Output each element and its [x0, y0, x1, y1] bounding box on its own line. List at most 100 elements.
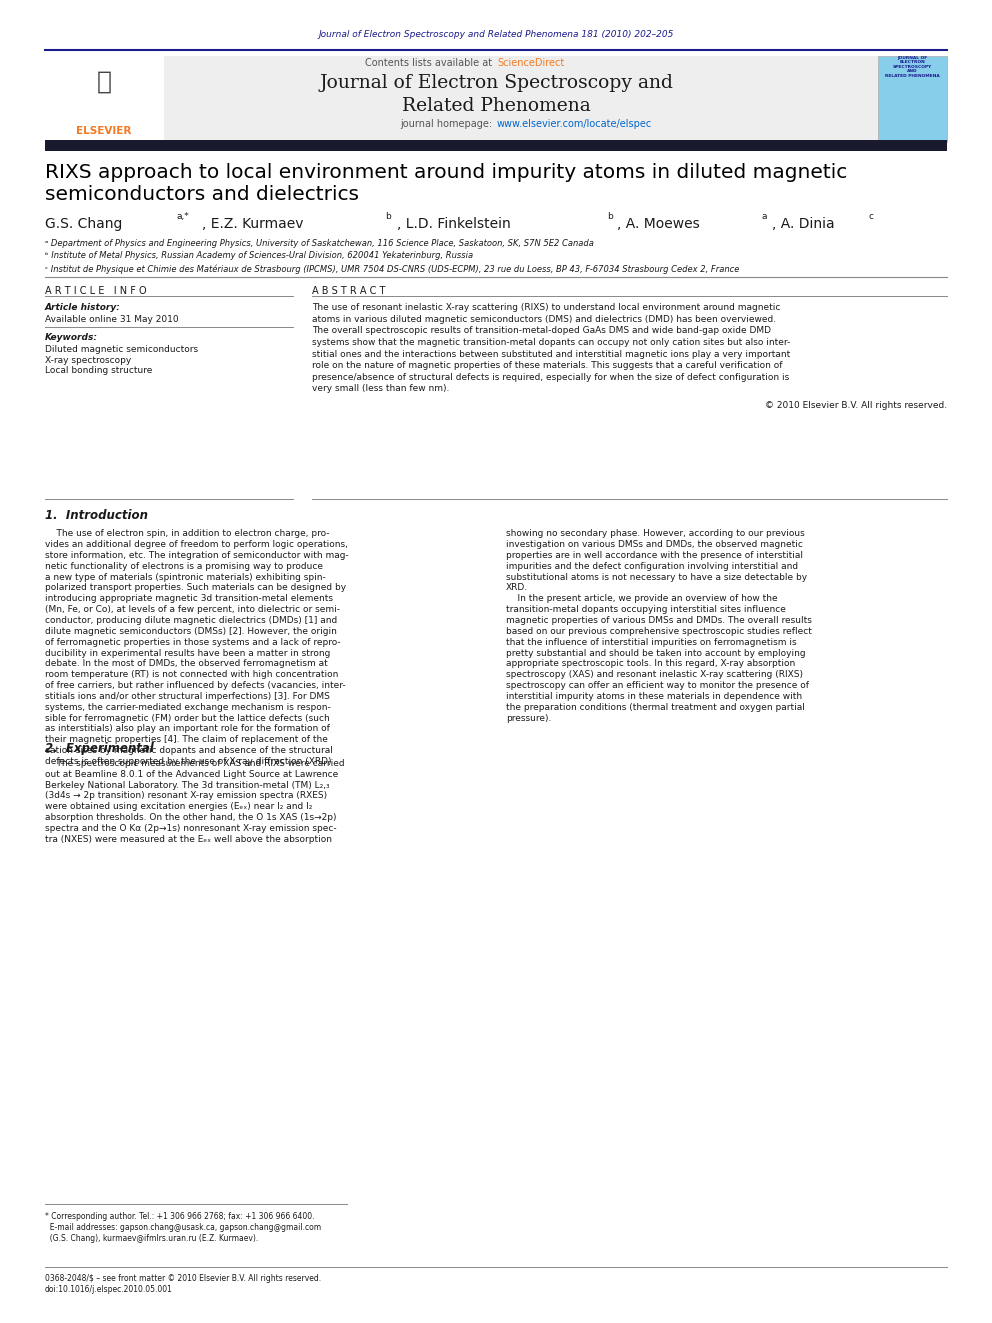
Text: ᵃ Department of Physics and Engineering Physics, University of Saskatchewan, 116: ᵃ Department of Physics and Engineering …	[45, 239, 593, 249]
Text: G.S. Chang: G.S. Chang	[45, 217, 122, 232]
Text: Article history:: Article history:	[45, 303, 120, 312]
Text: 🌳: 🌳	[96, 70, 112, 94]
Text: debate. In the most of DMDs, the observed ferromagnetism at: debate. In the most of DMDs, the observe…	[45, 659, 327, 668]
Text: , E.Z. Kurmaev: , E.Z. Kurmaev	[202, 217, 304, 232]
Text: pretty substantial and should be taken into account by employing: pretty substantial and should be taken i…	[506, 648, 806, 658]
Text: their magnetic properties [4]. The claim of replacement of the: their magnetic properties [4]. The claim…	[45, 736, 327, 745]
FancyBboxPatch shape	[45, 56, 164, 142]
Text: journal homepage:: journal homepage:	[400, 119, 495, 130]
Text: 0368-2048/$ – see front matter © 2010 Elsevier B.V. All rights reserved.: 0368-2048/$ – see front matter © 2010 El…	[45, 1274, 320, 1283]
Text: doi:10.1016/j.elspec.2010.05.001: doi:10.1016/j.elspec.2010.05.001	[45, 1285, 173, 1294]
Text: 2.  Experimental: 2. Experimental	[45, 742, 154, 754]
Text: The use of electron spin, in addition to electron charge, pro-: The use of electron spin, in addition to…	[45, 529, 329, 538]
Text: The use of resonant inelastic X-ray scattering (RIXS) to understand local enviro: The use of resonant inelastic X-ray scat…	[312, 303, 781, 312]
Text: systems show that the magnetic transition-metal dopants can occupy not only cati: systems show that the magnetic transitio…	[312, 337, 791, 347]
FancyBboxPatch shape	[878, 56, 947, 142]
Text: were obtained using excitation energies (Eₑₓ⁣) near I₂ and I₂: were obtained using excitation energies …	[45, 802, 312, 811]
Text: Related Phenomena: Related Phenomena	[402, 97, 590, 115]
Text: store information, etc. The integration of semiconductor with mag-: store information, etc. The integration …	[45, 550, 348, 560]
Text: Available online 31 May 2010: Available online 31 May 2010	[45, 315, 179, 324]
Text: systems, the carrier-mediated exchange mechanism is respon-: systems, the carrier-mediated exchange m…	[45, 703, 330, 712]
Text: out at Beamline 8.0.1 of the Advanced Light Source at Lawrence: out at Beamline 8.0.1 of the Advanced Li…	[45, 770, 338, 779]
Text: stitial ones and the interactions between substituted and interstitial magnetic : stitial ones and the interactions betwee…	[312, 349, 791, 359]
Text: , L.D. Finkelstein: , L.D. Finkelstein	[397, 217, 511, 232]
Text: (G.S. Chang), kurmaev@ifmlrs.uran.ru (E.Z. Kurmaev).: (G.S. Chang), kurmaev@ifmlrs.uran.ru (E.…	[45, 1233, 258, 1242]
Text: tra (NXES) were measured at the Eₑₓ⁣ well above the absorption: tra (NXES) were measured at the Eₑₓ⁣ wel…	[45, 835, 331, 844]
Text: The overall spectroscopic results of transition-metal-doped GaAs DMS and wide ba: The overall spectroscopic results of tra…	[312, 327, 772, 335]
Text: polarized transport properties. Such materials can be designed by: polarized transport properties. Such mat…	[45, 583, 346, 593]
Text: spectra and the O Kα (2p→1s) nonresonant X-ray emission spec-: spectra and the O Kα (2p→1s) nonresonant…	[45, 824, 336, 833]
Text: pressure).: pressure).	[506, 713, 552, 722]
Text: conductor, producing dilute magnetic dielectrics (DMDs) [1] and: conductor, producing dilute magnetic die…	[45, 617, 337, 624]
Text: impurities and the defect configuration involving interstitial and: impurities and the defect configuration …	[506, 562, 798, 570]
Text: 1.  Introduction: 1. Introduction	[45, 509, 148, 523]
Text: very small (less than few nm).: very small (less than few nm).	[312, 385, 449, 393]
Text: www.elsevier.com/locate/elspec: www.elsevier.com/locate/elspec	[497, 119, 653, 130]
Text: atoms in various diluted magnetic semiconductors (DMS) and dielectrics (DMD) has: atoms in various diluted magnetic semico…	[312, 315, 777, 324]
Text: c: c	[869, 212, 874, 221]
Text: ᶜ Institut de Physique et Chimie des Matériaux de Strasbourg (IPCMS), UMR 7504 D: ᶜ Institut de Physique et Chimie des Mat…	[45, 265, 739, 274]
Text: © 2010 Elsevier B.V. All rights reserved.: © 2010 Elsevier B.V. All rights reserved…	[765, 401, 947, 410]
Text: ᵇ Institute of Metal Physics, Russian Academy of Sciences-Ural Division, 620041 : ᵇ Institute of Metal Physics, Russian Ac…	[45, 251, 473, 261]
Text: spectroscopy can offer an efficient way to monitor the presence of: spectroscopy can offer an efficient way …	[506, 681, 808, 691]
Text: ScienceDirect: ScienceDirect	[497, 58, 564, 69]
Text: , A. Moewes: , A. Moewes	[617, 217, 699, 232]
Text: b: b	[607, 212, 613, 221]
Text: E-mail addresses: gapson.chang@usask.ca, gapson.chang@gmail.com: E-mail addresses: gapson.chang@usask.ca,…	[45, 1222, 320, 1232]
Text: * Corresponding author. Tel.: +1 306 966 2768; fax: +1 306 966 6400.: * Corresponding author. Tel.: +1 306 966…	[45, 1212, 314, 1221]
Text: absorption thresholds. On the other hand, the O 1s XAS (1s→2p): absorption thresholds. On the other hand…	[45, 814, 336, 822]
Text: Diluted magnetic semiconductors: Diluted magnetic semiconductors	[45, 345, 197, 355]
Text: (3d4s → 2p transition) resonant X-ray emission spectra (RXES): (3d4s → 2p transition) resonant X-ray em…	[45, 791, 326, 800]
Text: appropriate spectroscopic tools. In this regard, X-ray absorption: appropriate spectroscopic tools. In this…	[506, 659, 796, 668]
Text: XRD.: XRD.	[506, 583, 528, 593]
Text: substitutional atoms is not necessary to have a size detectable by: substitutional atoms is not necessary to…	[506, 573, 807, 582]
Text: that the influence of interstitial impurities on ferromagnetism is: that the influence of interstitial impur…	[506, 638, 797, 647]
Text: Journal of Electron Spectroscopy and Related Phenomena 181 (2010) 202–205: Journal of Electron Spectroscopy and Rel…	[318, 30, 674, 40]
Text: RIXS approach to local environment around impurity atoms in diluted magnetic
sem: RIXS approach to local environment aroun…	[45, 163, 847, 204]
Text: as interstitials) also play an important role for the formation of: as interstitials) also play an important…	[45, 725, 329, 733]
Text: X-ray spectroscopy: X-ray spectroscopy	[45, 356, 131, 365]
Text: room temperature (RT) is not connected with high concentration: room temperature (RT) is not connected w…	[45, 671, 338, 679]
Text: of ferromagnetic properties in those systems and a lack of repro-: of ferromagnetic properties in those sys…	[45, 638, 340, 647]
Text: Journal of Electron Spectroscopy and: Journal of Electron Spectroscopy and	[319, 74, 673, 93]
Text: spectroscopy (XAS) and resonant inelastic X-ray scattering (RIXS): spectroscopy (XAS) and resonant inelasti…	[506, 671, 803, 679]
Text: investigation on various DMSs and DMDs, the observed magnetic: investigation on various DMSs and DMDs, …	[506, 540, 803, 549]
Text: netic functionality of electrons is a promising way to produce: netic functionality of electrons is a pr…	[45, 562, 322, 570]
Text: , A. Dinia: , A. Dinia	[772, 217, 834, 232]
Text: The spectroscopic measurements of XAS and RIXS were carried: The spectroscopic measurements of XAS an…	[45, 759, 344, 767]
Text: magnetic properties of various DMSs and DMDs. The overall results: magnetic properties of various DMSs and …	[506, 617, 811, 624]
FancyBboxPatch shape	[45, 140, 947, 151]
Text: Keywords:: Keywords:	[45, 333, 97, 343]
Text: vides an additional degree of freedom to perform logic operations,: vides an additional degree of freedom to…	[45, 540, 347, 549]
Text: presence/absence of structural defects is required, especially for when the size: presence/absence of structural defects i…	[312, 373, 790, 382]
Text: (Mn, Fe, or Co), at levels of a few percent, into dielectric or semi-: (Mn, Fe, or Co), at levels of a few perc…	[45, 605, 339, 614]
Text: b: b	[385, 212, 391, 221]
Text: showing no secondary phase. However, according to our previous: showing no secondary phase. However, acc…	[506, 529, 805, 538]
FancyBboxPatch shape	[164, 56, 878, 142]
Text: based on our previous comprehensive spectroscopic studies reflect: based on our previous comprehensive spec…	[506, 627, 811, 636]
Text: a: a	[762, 212, 768, 221]
Text: of free carriers, but rather influenced by defects (vacancies, inter-: of free carriers, but rather influenced …	[45, 681, 345, 691]
Text: the preparation conditions (thermal treatment and oxygen partial: the preparation conditions (thermal trea…	[506, 703, 805, 712]
Text: introducing appropriate magnetic 3d transition-metal elements: introducing appropriate magnetic 3d tran…	[45, 594, 332, 603]
Text: A R T I C L E   I N F O: A R T I C L E I N F O	[45, 286, 146, 296]
Text: stitials ions and/or other structural imperfections) [3]. For DMS: stitials ions and/or other structural im…	[45, 692, 329, 701]
Text: Contents lists available at: Contents lists available at	[365, 58, 495, 69]
Text: ELSEVIER: ELSEVIER	[76, 126, 132, 136]
Text: ducibility in experimental results have been a matter in strong: ducibility in experimental results have …	[45, 648, 330, 658]
Text: a new type of materials (spintronic materials) exhibiting spin-: a new type of materials (spintronic mate…	[45, 573, 325, 582]
Text: In the present article, we provide an overview of how the: In the present article, we provide an ov…	[506, 594, 778, 603]
Text: transition-metal dopants occupying interstitial sites influence: transition-metal dopants occupying inter…	[506, 605, 786, 614]
Text: interstitial impurity atoms in these materials in dependence with: interstitial impurity atoms in these mat…	[506, 692, 803, 701]
Text: A B S T R A C T: A B S T R A C T	[312, 286, 386, 296]
Text: dilute magnetic semiconductors (DMSs) [2]. However, the origin: dilute magnetic semiconductors (DMSs) [2…	[45, 627, 336, 636]
Text: cation sites by magnetic dopants and absence of the structural: cation sites by magnetic dopants and abs…	[45, 746, 332, 755]
Text: JOURNAL OF
ELECTRON
SPECTROSCOPY
AND
RELATED PHENOMENA: JOURNAL OF ELECTRON SPECTROSCOPY AND REL…	[885, 56, 940, 78]
Text: defects is often supported by the use of X-ray diffraction (XRD): defects is often supported by the use of…	[45, 757, 331, 766]
Text: a,*: a,*	[177, 212, 189, 221]
Text: properties are in well accordance with the presence of interstitial: properties are in well accordance with t…	[506, 550, 803, 560]
Text: Local bonding structure: Local bonding structure	[45, 366, 152, 376]
Text: role on the nature of magnetic properties of these materials. This suggests that: role on the nature of magnetic propertie…	[312, 361, 783, 370]
Text: sible for ferromagnetic (FM) order but the lattice defects (such: sible for ferromagnetic (FM) order but t…	[45, 713, 329, 722]
Text: Berkeley National Laboratory. The 3d transition-metal (TM) L₂,₃: Berkeley National Laboratory. The 3d tra…	[45, 781, 329, 790]
